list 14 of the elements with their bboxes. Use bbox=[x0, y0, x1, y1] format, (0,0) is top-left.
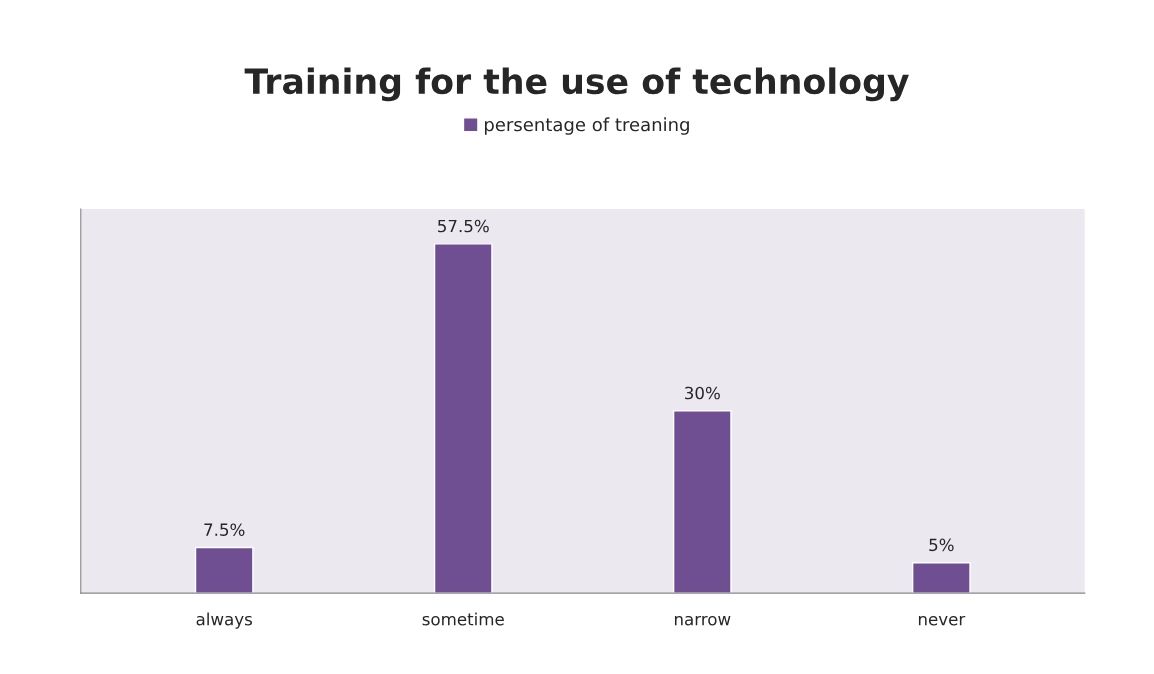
chart-title: Training for the use of technology bbox=[244, 67, 909, 102]
x-tick-label: always bbox=[196, 612, 253, 629]
bar bbox=[433, 243, 493, 594]
x-tick-label: narrow bbox=[674, 615, 731, 626]
data-label: 57.5% bbox=[438, 219, 489, 233]
x-tick-label: sometime bbox=[422, 612, 504, 626]
bar bbox=[194, 546, 254, 594]
legend-label: persentage of treaning bbox=[484, 117, 689, 135]
bar bbox=[911, 562, 971, 594]
bar bbox=[672, 410, 732, 594]
x-tick-label: never bbox=[918, 615, 966, 626]
data-label: 5% bbox=[929, 538, 954, 552]
data-label: 7.5% bbox=[204, 523, 245, 536]
data-label: 30% bbox=[685, 386, 720, 400]
